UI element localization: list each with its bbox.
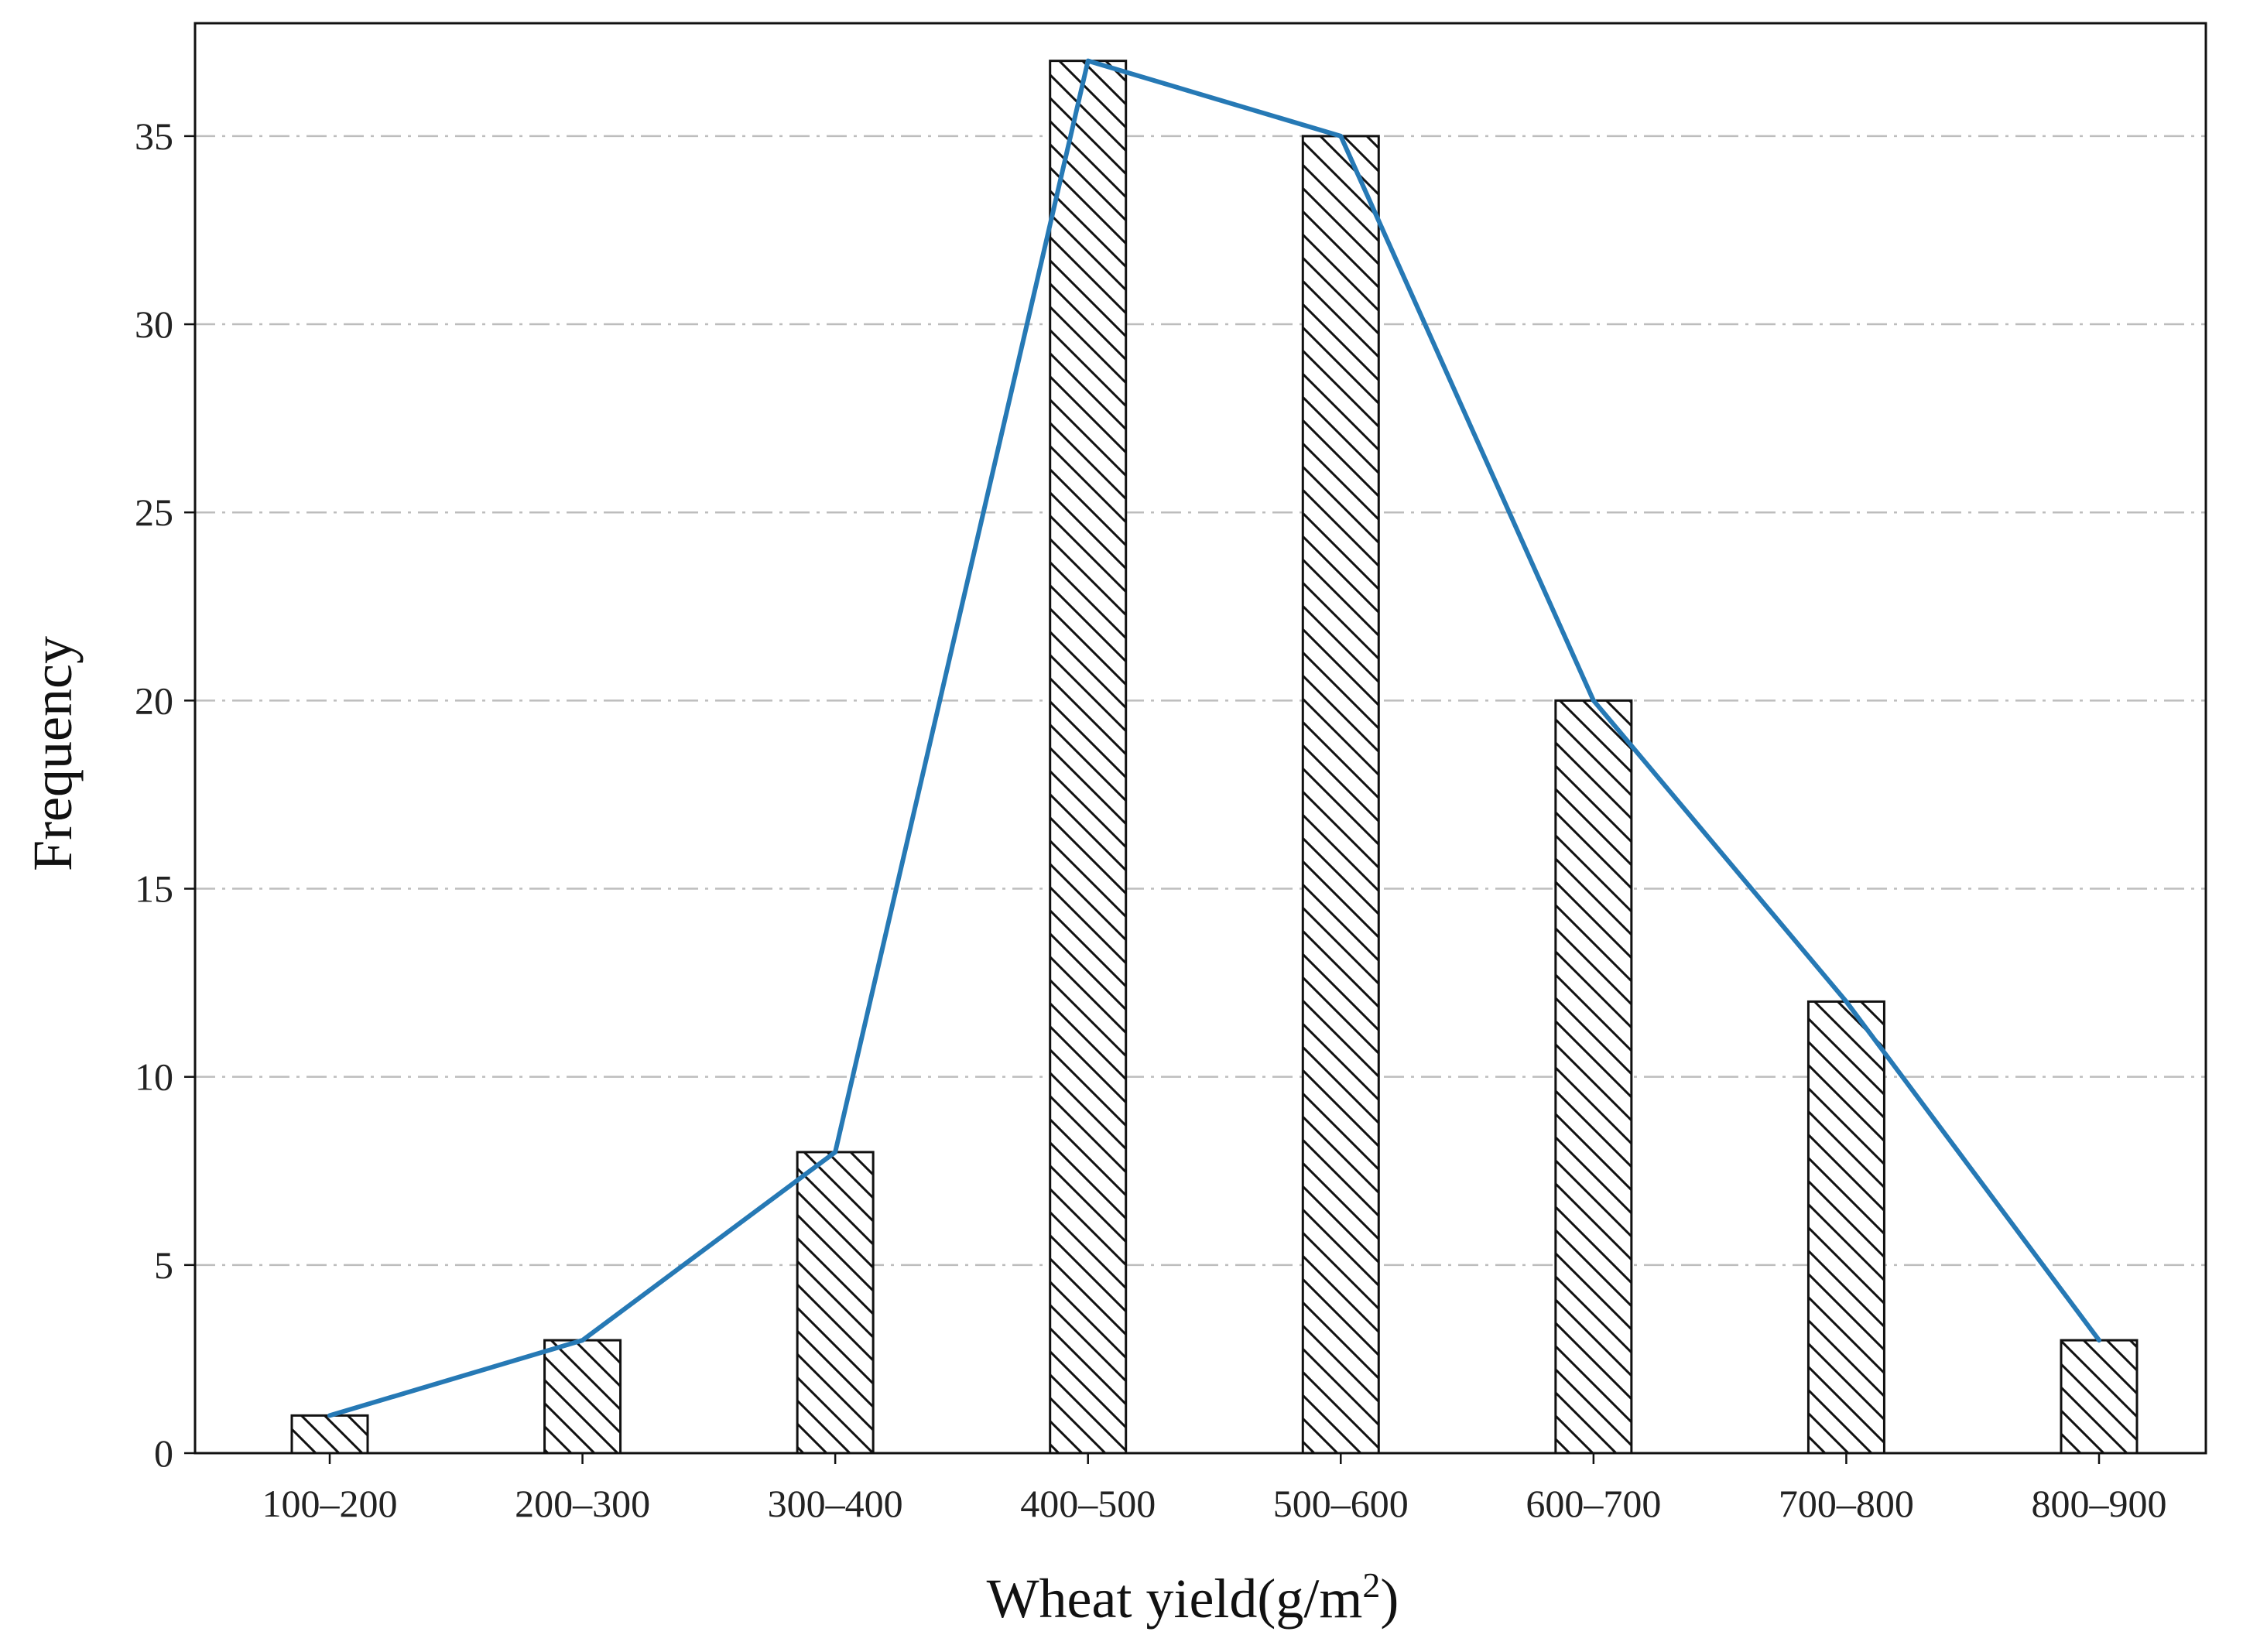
x-tick-label: 200–300 (515, 1482, 650, 1525)
bar-800–900 (2060, 1339, 2139, 1455)
x-axis-title: Wheat yield(g/m2) (987, 1565, 1399, 1630)
y-tick-label: 15 (135, 867, 173, 911)
y-axis-title: Frequency (22, 636, 84, 871)
grid-lines (195, 135, 2206, 1267)
bar-300–400 (796, 1151, 875, 1455)
x-axis-ticks: 100–200 200–300 300–400 400–500 500–600 600–7… (262, 1453, 2167, 1525)
x-tick-label: 500–600 (1273, 1482, 1409, 1525)
x-axis-title-superscript: 2 (1362, 1565, 1380, 1605)
x-axis-title-suffix: ) (1380, 1568, 1399, 1630)
x-tick-label: 600–700 (1526, 1482, 1661, 1525)
x-tick-label: 800–900 (2032, 1482, 2167, 1525)
bar-600–700 (1554, 699, 1633, 1455)
x-tick-label: 100–200 (262, 1482, 398, 1525)
frequency-trend-line (327, 58, 2101, 1418)
y-tick-label: 25 (135, 491, 173, 534)
y-tick-label: 35 (135, 115, 173, 158)
bar-200–300 (543, 1339, 622, 1455)
bar-400–500 (1049, 60, 1128, 1455)
plot-area-frame (193, 22, 2207, 1455)
bar-100–200 (290, 1414, 369, 1455)
bar-500–600 (1301, 135, 1380, 1455)
x-axis-title-main: Wheat yield(g/m (987, 1568, 1363, 1630)
y-tick-label: 5 (154, 1243, 173, 1287)
y-tick-label: 20 (135, 679, 173, 722)
y-tick-label: 0 (154, 1431, 173, 1475)
x-tick-label: 300–400 (768, 1482, 903, 1525)
y-axis-ticks: 0 5 10 15 20 25 30 35 (135, 115, 195, 1475)
bar-700–800 (1806, 1000, 1885, 1455)
x-tick-label: 400–500 (1020, 1482, 1156, 1525)
x-tick-label: 700–800 (1779, 1482, 1914, 1525)
y-tick-label: 30 (135, 303, 173, 346)
trend-line-group (327, 58, 2101, 1418)
y-tick-label: 10 (135, 1055, 173, 1099)
